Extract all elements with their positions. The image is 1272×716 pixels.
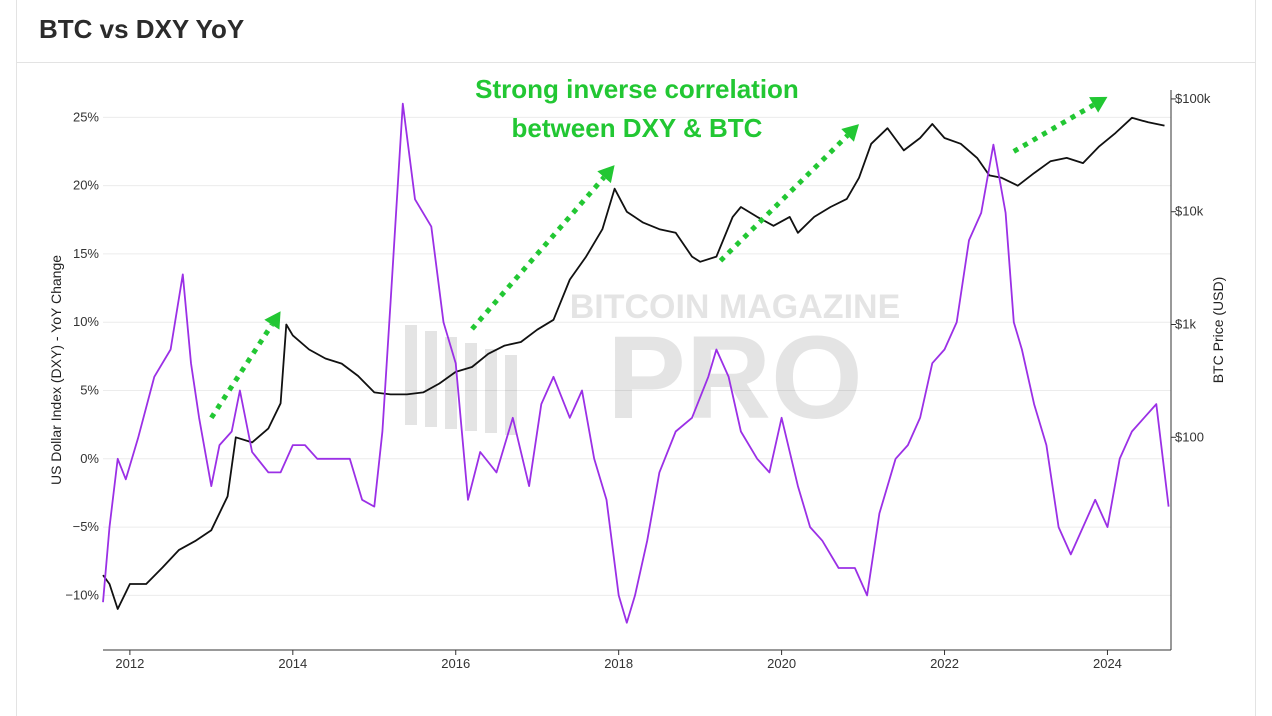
- y-left-tick-label: −10%: [65, 587, 99, 602]
- y-left-tick-label: −5%: [73, 519, 100, 534]
- x-tick-label: 2014: [278, 656, 307, 671]
- y-left-tick-label: 20%: [73, 178, 99, 193]
- chart-card: BTC vs DXY YoY BITCOIN MAGAZINE PRO 25% 20…: [16, 0, 1256, 716]
- y-left-tick-label: 10%: [73, 314, 99, 329]
- y-right-axis-label: BTC Price (USD): [1210, 277, 1226, 384]
- y-left-axis-label: US Dollar Index (DXY) - YoY Change: [48, 255, 64, 485]
- watermark-logo-bar: [465, 343, 477, 431]
- dxy-yoy-line: [102, 102, 1170, 624]
- watermark-logo-bar: [505, 355, 517, 435]
- annotation-line-1: Strong inverse correlation: [475, 74, 799, 104]
- y-right-tick-label: $1k: [1175, 316, 1196, 331]
- trend-arrow-head: [597, 165, 615, 184]
- y-right-tick-label: $10k: [1175, 204, 1204, 219]
- btc-price-line: [102, 116, 1165, 610]
- x-tick-label: 2018: [604, 656, 633, 671]
- y-left-tick-label: 15%: [73, 246, 99, 261]
- axes-layer: 25% 20% 15% 10% 5% 0% −5% −10% $100k $10k $1k $100 2…: [48, 90, 1226, 671]
- watermark-logo-bar: [425, 331, 437, 427]
- trend-arrow-head: [841, 124, 859, 142]
- y-left-tick-label: 0%: [80, 451, 99, 466]
- x-tick-label: 2024: [1093, 656, 1122, 671]
- y-left-tick-label: 25%: [73, 109, 99, 124]
- x-tick-label: 2016: [441, 656, 470, 671]
- trend-arrow-head: [264, 311, 281, 330]
- series-layer: [102, 102, 1170, 624]
- card-header: BTC vs DXY YoY: [17, 0, 1255, 63]
- trend-arrow-line: [209, 323, 274, 420]
- trend-arrow-head: [1089, 96, 1108, 113]
- y-right-tick-label: $100k: [1175, 91, 1211, 106]
- chart-title: BTC vs DXY YoY: [39, 14, 245, 44]
- annotation-line-2: between DXY & BTC: [512, 113, 763, 143]
- trend-arrow-line: [470, 175, 606, 331]
- watermark-logo-bar: [485, 349, 497, 433]
- x-tick-label: 2022: [930, 656, 959, 671]
- trend-arrow-line: [718, 133, 850, 263]
- grid: [103, 116, 1171, 596]
- y-left-tick-label: 5%: [80, 382, 99, 397]
- x-tick-label: 2012: [115, 656, 144, 671]
- trend-arrow-line: [1012, 102, 1095, 154]
- x-tick-label: 2020: [767, 656, 796, 671]
- arrows-layer: [209, 96, 1108, 420]
- annotation: Strong inverse correlation between DXY &…: [475, 74, 799, 143]
- watermark-line-1: BITCOIN MAGAZINE: [570, 288, 901, 326]
- y-right-tick-label: $100: [1175, 429, 1204, 444]
- watermark-logo-bar: [445, 337, 457, 429]
- watermark-logo-bar: [405, 325, 417, 425]
- watermark-line-2: PRO: [607, 312, 863, 444]
